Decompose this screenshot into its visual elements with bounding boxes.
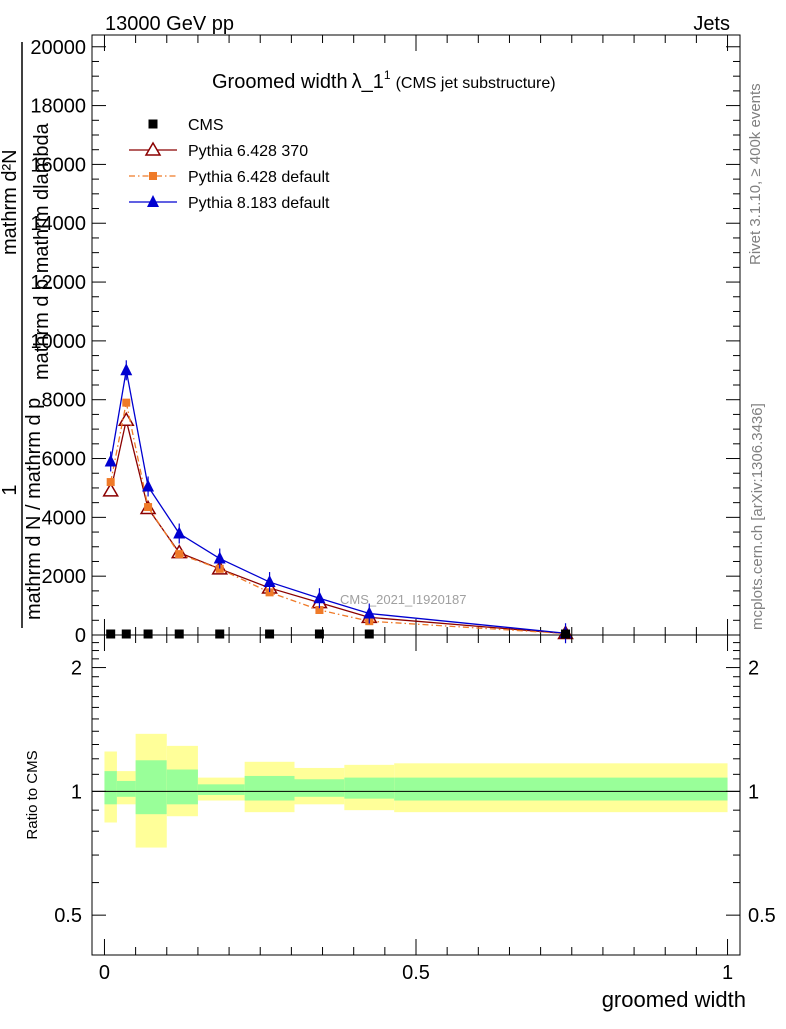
title-superscript: 1 [384, 68, 391, 82]
ratio-band-inner [104, 771, 117, 805]
mcplots-label: mcplots.cern.ch [arXiv:1306.3436] [749, 403, 766, 630]
data-point [265, 629, 275, 639]
legend-marker [147, 195, 159, 207]
legend-marker [148, 119, 158, 129]
data-point [106, 478, 115, 487]
ratio-band-inner [244, 775, 295, 801]
ratio-y-tick-label-right: 0.5 [748, 905, 776, 927]
ratio-x-tick-label: 0.5 [402, 962, 430, 984]
data-point [265, 588, 274, 597]
ylabel-denominator: mathrm d N / mathrm d p [23, 398, 45, 620]
data-point [102, 482, 119, 497]
title-subtitle: (CMS jet substructure) [396, 75, 556, 92]
data-point [561, 629, 571, 639]
main-y-tick-label: 12000 [30, 272, 86, 294]
ratio-bands [104, 733, 728, 848]
ratio-y-tick-label-right: 1 [748, 781, 759, 803]
data-point [122, 398, 131, 407]
data-point [121, 629, 131, 639]
main-y-tick-label: 8000 [42, 390, 87, 412]
main-y-tick-label: 2000 [42, 566, 87, 588]
main-y-tick-label: 0 [75, 625, 86, 647]
ratio-band-inner [394, 777, 728, 801]
data-point [213, 551, 226, 564]
ratio-band-inner [197, 784, 245, 795]
data-point [364, 629, 374, 639]
data-point [117, 411, 135, 427]
data-point [106, 629, 116, 639]
data-point [263, 575, 276, 588]
ylabel-rest: mathrm d p mathrm dlambda [31, 122, 53, 380]
ylabel-top: mathrm d²N [0, 149, 21, 255]
ratio-y-axis: 0.5 0.5 1 1 2 2 [54, 642, 776, 927]
ratio-y-tick-label: 2 [71, 658, 82, 680]
data-point [175, 550, 184, 559]
ratio-y-axis-label: Ratio to CMS [24, 750, 41, 839]
main-y-tick-label: 18000 [30, 96, 86, 118]
ratio-y-tick-label-right: 2 [748, 658, 759, 680]
ylabel-numerator: 1 [0, 484, 21, 495]
main-y-axis: 0 2000 4000 6000 8000 10000 12000 14000 16000 180… [30, 37, 740, 647]
main-y-tick-label: 16000 [30, 154, 86, 176]
title-text: Groomed width [212, 71, 348, 93]
legend-label: Pythia 6.428 default [188, 169, 330, 186]
data-point [104, 454, 117, 467]
legend-marker [144, 141, 162, 156]
series-line [110, 370, 566, 634]
main-y-axis-label: 1 mathrm d N / mathrm d p mathrm d²N mat… [0, 42, 53, 628]
ratio-band-inner [344, 777, 395, 799]
ratio-y-tick-label: 0.5 [54, 905, 82, 927]
series-layer [102, 360, 574, 644]
data-point [142, 479, 155, 492]
rivet-label: Rivet 3.1.10, ≥ 400k events [747, 83, 764, 265]
ratio-band-inner [135, 760, 167, 815]
data-point [173, 526, 186, 539]
data-point [174, 629, 184, 639]
main-x-axis [103, 35, 729, 635]
analysis-watermark: CMS_2021_I1920187 [340, 592, 467, 607]
legend-label: Pythia 8.183 default [188, 195, 330, 212]
data-point [120, 363, 133, 376]
x-axis-label: groomed width [602, 987, 746, 1012]
legend-marker [149, 172, 157, 180]
ratio-x-axis: 0 0.5 1 [99, 635, 733, 984]
energy-label: 13000 GeV pp [105, 13, 234, 35]
ratio-x-tick-label: 1 [722, 962, 733, 984]
ratio-band-inner [294, 779, 345, 797]
series-line [110, 402, 566, 635]
data-point [315, 606, 324, 614]
main-y-tick-label: 14000 [30, 213, 86, 235]
main-y-tick-label: 10000 [30, 331, 86, 353]
ratio-band-inner [116, 780, 136, 797]
title-symbol: λ_1 [352, 71, 384, 93]
ratio-y-tick-label: 1 [71, 781, 82, 803]
plot-title: Groomed width λ_11 (CMS jet substructure) [212, 68, 556, 93]
main-y-tick-label: 4000 [42, 507, 87, 529]
main-y-tick-label: 20000 [30, 37, 86, 59]
data-point [215, 564, 224, 573]
legend-label: CMS [188, 117, 224, 134]
ratio-band-inner [166, 769, 198, 805]
data-point [215, 629, 225, 639]
legend-label: Pythia 6.428 370 [188, 143, 308, 160]
data-point [363, 606, 376, 619]
main-y-tick-label: 6000 [42, 449, 87, 471]
legend: CMS Pythia 6.428 370 Pythia 6.428 default P… [129, 117, 330, 212]
data-point [144, 503, 153, 512]
data-point [314, 629, 324, 639]
data-point [143, 629, 153, 639]
jets-label: Jets [693, 13, 730, 35]
data-point [313, 591, 326, 604]
ratio-x-tick-label: 0 [99, 962, 110, 984]
